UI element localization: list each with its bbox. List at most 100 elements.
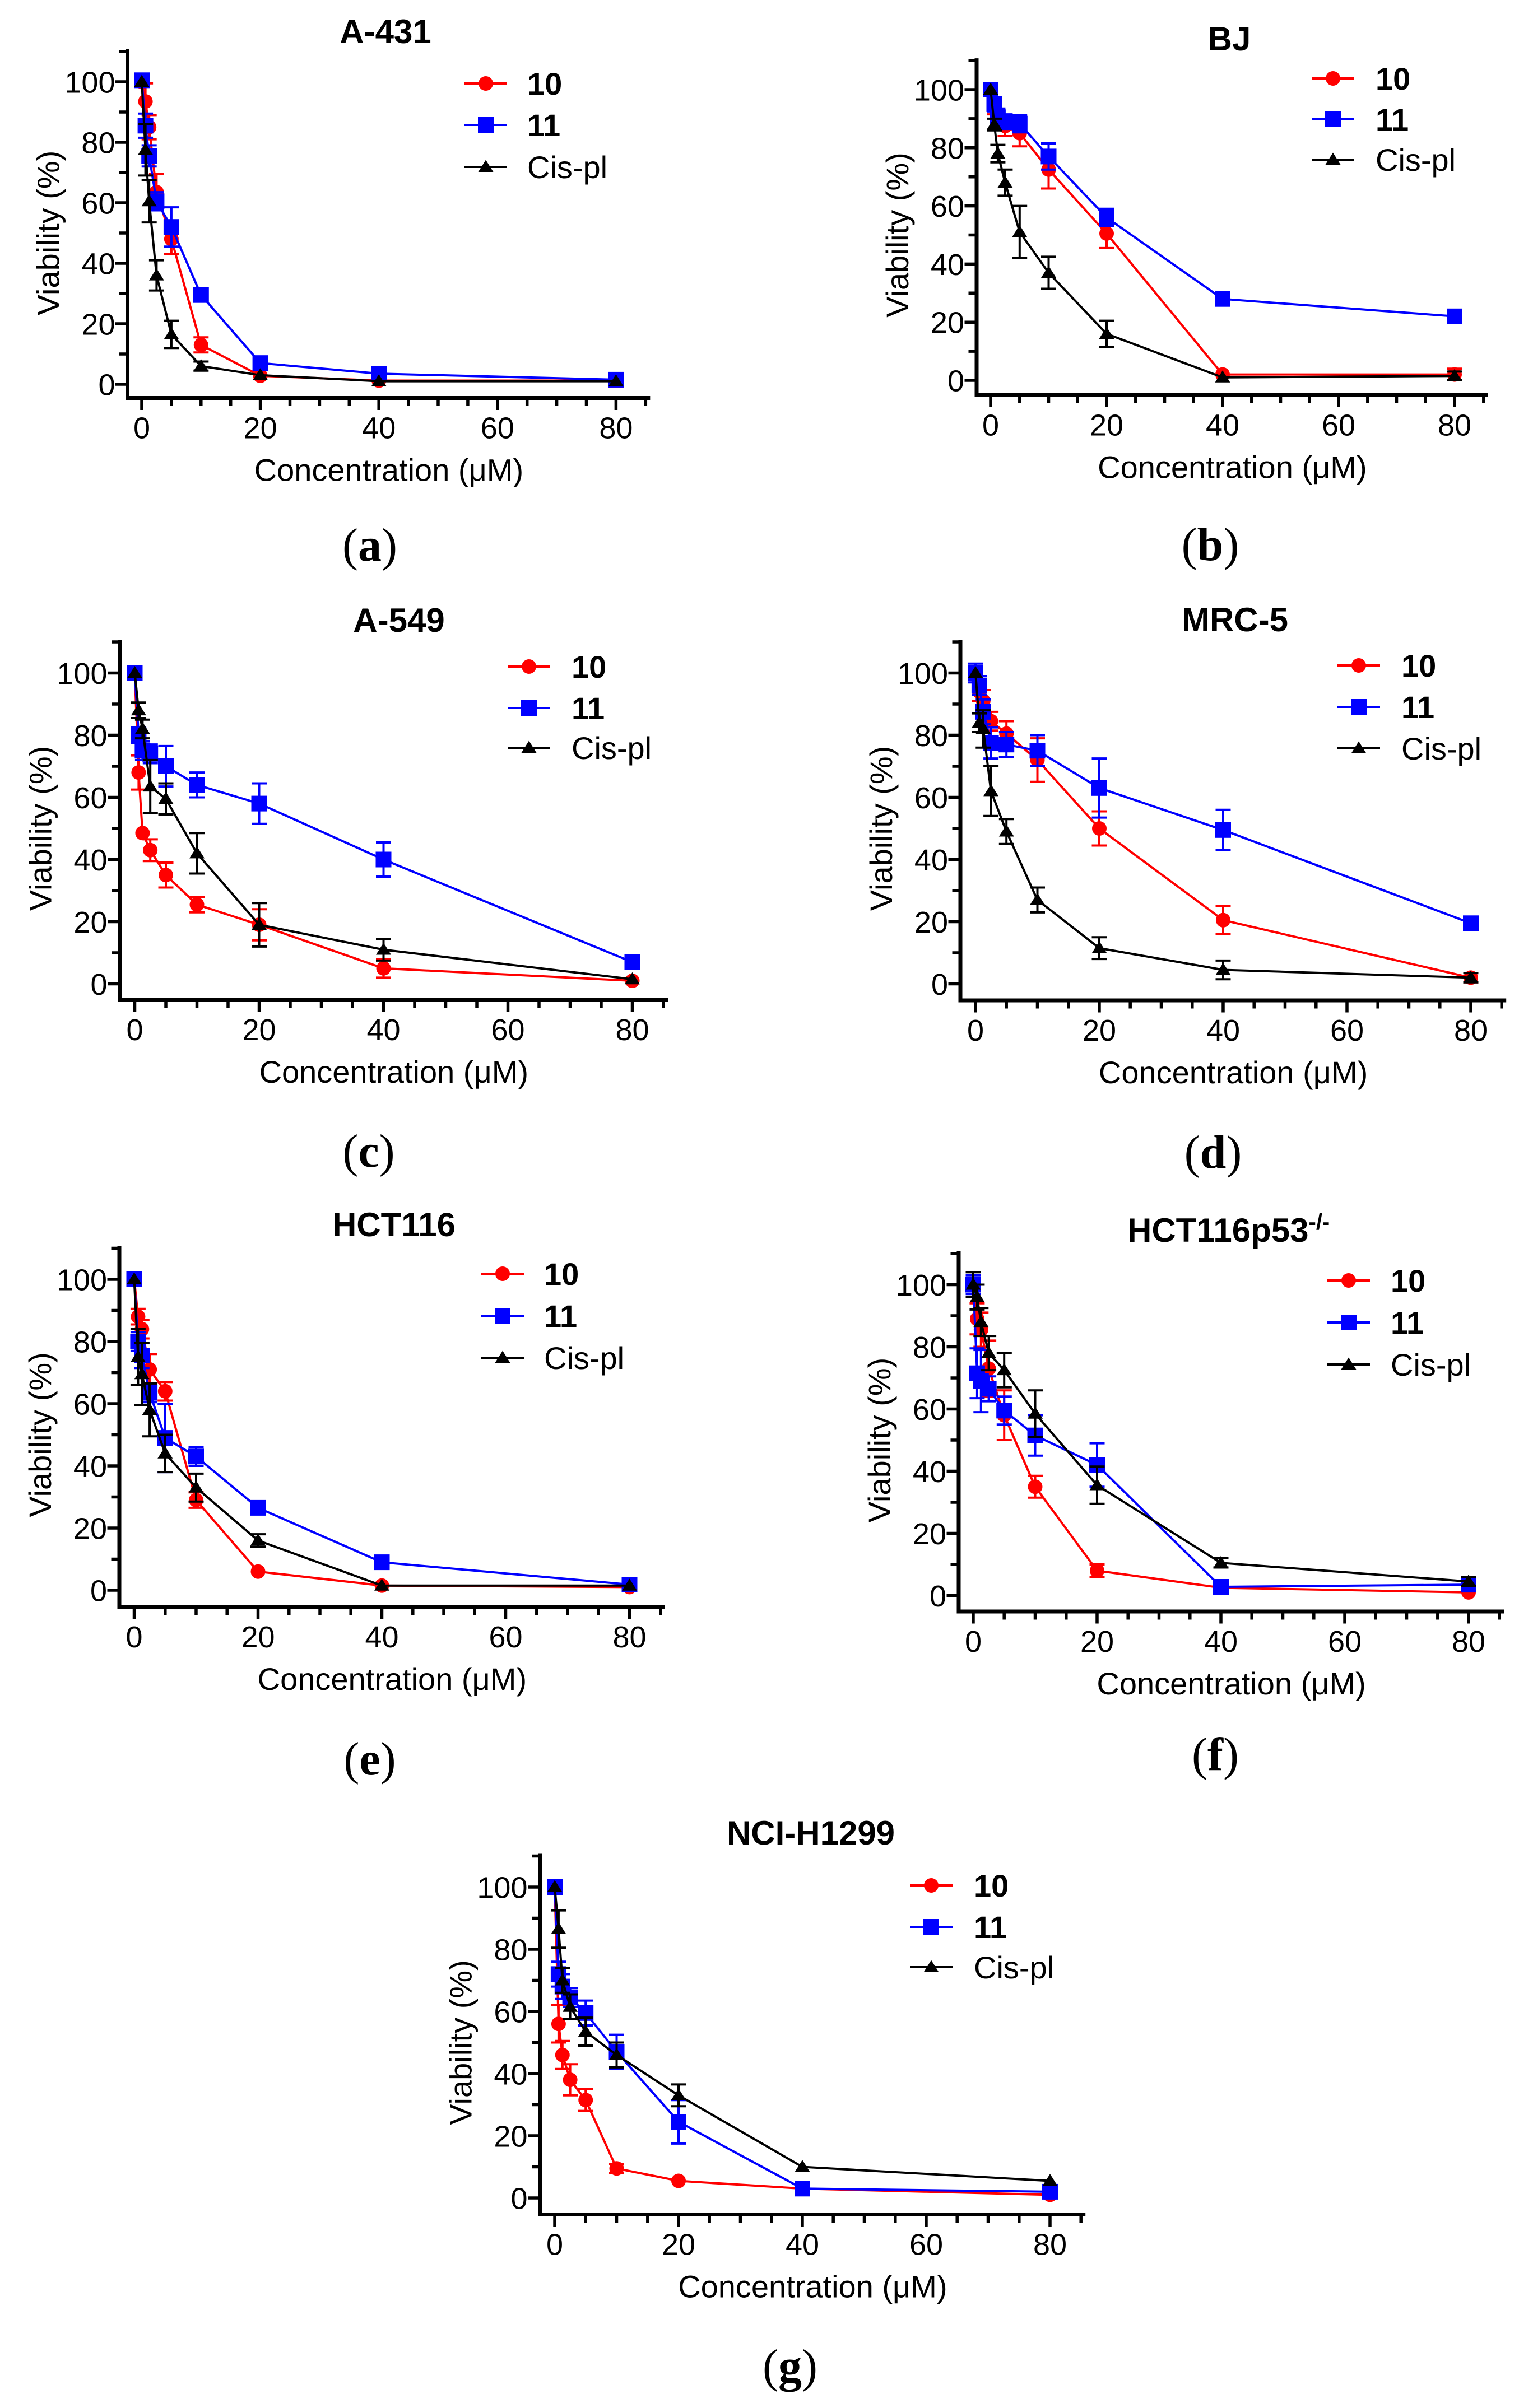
svg-text:Concentration (μM): Concentration (μM) (258, 1661, 527, 1697)
svg-text:20: 20 (494, 2120, 527, 2154)
svg-text:Concentration (μM): Concentration (μM) (1099, 1055, 1368, 1090)
svg-text:10: 10 (527, 66, 562, 101)
svg-text:100: 100 (64, 66, 115, 100)
svg-text:80: 80 (615, 1013, 649, 1047)
svg-text:10: 10 (1401, 648, 1436, 683)
svg-text:0: 0 (510, 2182, 527, 2216)
svg-text:40: 40 (81, 248, 115, 281)
svg-text:MRC-5: MRC-5 (1182, 601, 1288, 639)
svg-text:80: 80 (612, 1620, 646, 1654)
svg-text:40: 40 (366, 1013, 400, 1047)
svg-text:(d): (d) (1184, 1126, 1242, 1179)
svg-text:Cis-pl: Cis-pl (1401, 731, 1481, 766)
svg-text:60: 60 (913, 1393, 946, 1427)
svg-text:20: 20 (242, 1013, 276, 1047)
svg-text:20: 20 (1080, 1625, 1114, 1659)
svg-text:80: 80 (931, 132, 964, 165)
svg-text:80: 80 (913, 1331, 946, 1364)
svg-text:Cis-pl: Cis-pl (974, 1950, 1054, 1985)
svg-text:HCT116p53-/-: HCT116p53-/- (1127, 1210, 1330, 1249)
svg-text:Viability (%): Viability (%) (31, 151, 66, 316)
svg-text:60: 60 (73, 1388, 107, 1422)
svg-text:Concentration (μM): Concentration (μM) (259, 1054, 528, 1089)
svg-text:0: 0 (126, 1013, 143, 1047)
svg-text:100: 100 (477, 1871, 527, 1905)
svg-text:60: 60 (1328, 1625, 1362, 1659)
svg-text:80: 80 (1033, 2228, 1067, 2262)
svg-text:0: 0 (967, 1014, 984, 1047)
svg-text:NCI-H1299: NCI-H1299 (727, 1814, 895, 1852)
svg-text:80: 80 (494, 1934, 527, 1967)
svg-text:0: 0 (133, 412, 150, 445)
svg-text:(a): (a) (342, 519, 397, 571)
svg-text:40: 40 (362, 412, 396, 445)
svg-text:40: 40 (365, 1620, 398, 1654)
svg-text:11: 11 (1391, 1305, 1424, 1340)
svg-text:Concentration (μM): Concentration (μM) (678, 2269, 947, 2304)
svg-text:20: 20 (81, 308, 115, 342)
svg-text:11: 11 (527, 108, 560, 143)
svg-text:40: 40 (1204, 1625, 1238, 1659)
svg-text:0: 0 (947, 365, 964, 398)
svg-text:60: 60 (1322, 409, 1355, 443)
svg-text:0: 0 (546, 2228, 563, 2262)
svg-text:Concentration (μM): Concentration (μM) (1097, 1666, 1365, 1701)
svg-text:60: 60 (73, 781, 107, 815)
svg-text:11: 11 (544, 1298, 577, 1334)
svg-text:20: 20 (73, 1512, 107, 1546)
svg-text:Viability (%): Viability (%) (23, 746, 58, 911)
svg-text:10: 10 (572, 649, 606, 684)
svg-text:Viability (%): Viability (%) (863, 746, 899, 911)
svg-text:80: 80 (1438, 409, 1471, 443)
svg-text:Viability (%): Viability (%) (880, 152, 915, 318)
svg-text:0: 0 (930, 1580, 946, 1613)
svg-text:40: 40 (1206, 409, 1239, 443)
svg-text:20: 20 (73, 906, 107, 939)
svg-text:40: 40 (1206, 1014, 1240, 1047)
svg-text:10: 10 (974, 1868, 1009, 1903)
svg-text:20: 20 (914, 906, 948, 939)
svg-text:Cis-pl: Cis-pl (544, 1340, 624, 1376)
svg-text:20: 20 (241, 1620, 275, 1654)
svg-text:A-431: A-431 (340, 13, 431, 50)
svg-text:(b): (b) (1182, 519, 1239, 571)
svg-text:Cis-pl: Cis-pl (527, 150, 607, 185)
svg-text:60: 60 (494, 1996, 527, 2029)
svg-text:40: 40 (914, 844, 948, 877)
svg-text:60: 60 (931, 190, 964, 223)
svg-text:80: 80 (1454, 1014, 1488, 1047)
svg-text:80: 80 (1452, 1625, 1485, 1659)
svg-text:0: 0 (98, 369, 115, 402)
svg-text:20: 20 (244, 412, 277, 445)
svg-text:Concentration (μM): Concentration (μM) (254, 453, 523, 488)
svg-text:10: 10 (1376, 61, 1410, 96)
svg-text:0: 0 (90, 968, 107, 1002)
svg-text:10: 10 (1391, 1263, 1425, 1298)
svg-text:Cis-pl: Cis-pl (1376, 142, 1456, 178)
svg-text:60: 60 (909, 2228, 943, 2262)
svg-text:(e): (e) (343, 1733, 396, 1785)
svg-text:10: 10 (544, 1256, 579, 1292)
svg-text:Viability (%): Viability (%) (862, 1358, 897, 1523)
svg-text:20: 20 (662, 2228, 695, 2262)
svg-text:Viability (%): Viability (%) (443, 1960, 479, 2125)
svg-text:Cis-pl: Cis-pl (572, 730, 652, 766)
svg-text:A-549: A-549 (353, 602, 444, 639)
svg-text:(f): (f) (1192, 1729, 1239, 1781)
svg-text:0: 0 (931, 968, 948, 1002)
svg-text:Cis-pl: Cis-pl (1391, 1347, 1471, 1382)
svg-text:11: 11 (572, 691, 605, 726)
svg-text:80: 80 (914, 719, 948, 753)
svg-text:40: 40 (913, 1455, 946, 1489)
svg-text:0: 0 (965, 1625, 982, 1659)
svg-text:40: 40 (73, 1450, 107, 1484)
svg-text:20: 20 (1090, 409, 1123, 443)
svg-text:80: 80 (599, 412, 633, 445)
svg-text:100: 100 (914, 74, 964, 108)
svg-text:20: 20 (1083, 1014, 1116, 1047)
svg-text:40: 40 (494, 2058, 527, 2092)
svg-text:80: 80 (73, 719, 107, 753)
svg-text:Viability (%): Viability (%) (22, 1352, 58, 1517)
svg-text:60: 60 (914, 781, 948, 815)
svg-text:(c): (c) (342, 1125, 394, 1177)
